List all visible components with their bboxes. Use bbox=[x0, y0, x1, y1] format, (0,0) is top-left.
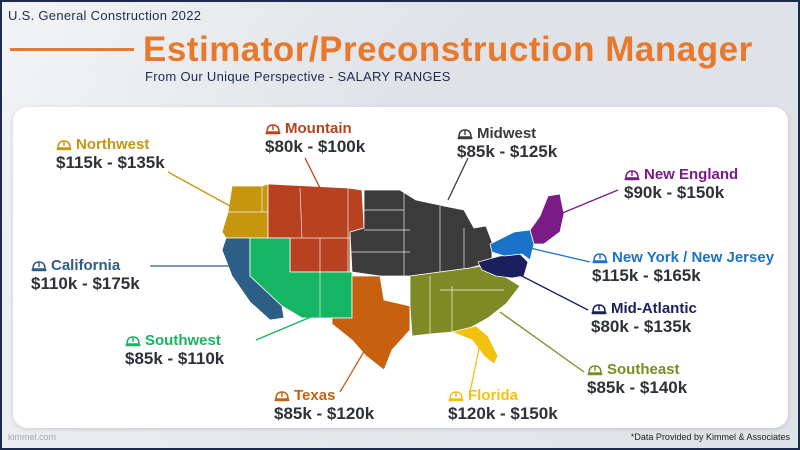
leader-midwest bbox=[447, 157, 469, 201]
region-new-york-new-jersey bbox=[489, 229, 535, 261]
leader-northwest bbox=[167, 171, 231, 207]
page-title: Estimator/Preconstruction Manager bbox=[143, 30, 753, 69]
label-texas: Texas $85k - $120k bbox=[274, 387, 374, 423]
region-name-midwest: Midwest bbox=[477, 125, 537, 142]
region-range-new-england: $90k - $150k bbox=[624, 183, 725, 202]
site-watermark: kimmel.com bbox=[8, 432, 57, 442]
region-new-england bbox=[529, 193, 565, 245]
hard-hat-icon bbox=[592, 251, 608, 264]
hard-hat-icon bbox=[448, 389, 464, 402]
title-rule bbox=[10, 48, 134, 51]
hard-hat-icon bbox=[274, 389, 290, 402]
region-range-new-york-new-jersey: $115k - $165k bbox=[592, 266, 701, 285]
region-range-southeast: $85k - $140k bbox=[587, 378, 688, 397]
label-southeast: Southeast $85k - $140k bbox=[587, 361, 687, 397]
region-range-florida: $120k - $150k bbox=[448, 404, 558, 423]
region-texas bbox=[331, 275, 411, 371]
region-northwest bbox=[221, 183, 269, 239]
hard-hat-icon bbox=[125, 334, 141, 347]
label-mountain: Mountain $80k - $100k bbox=[265, 120, 365, 156]
leader-new-york-new-jersey bbox=[529, 247, 591, 263]
region-range-california: $110k - $175k bbox=[31, 274, 140, 293]
label-northwest: Northwest $115k - $135k bbox=[56, 136, 165, 172]
leader-new-england bbox=[559, 189, 619, 215]
region-midwest bbox=[349, 189, 493, 277]
region-name-california: California bbox=[51, 257, 121, 274]
region-range-mid-atlantic: $80k - $135k bbox=[591, 317, 692, 336]
region-name-mid-atlantic: Mid-Atlantic bbox=[611, 300, 697, 317]
leader-southeast bbox=[499, 311, 585, 373]
hard-hat-icon bbox=[56, 138, 72, 151]
region-name-mountain: Mountain bbox=[285, 120, 352, 137]
label-southwest: Southwest $85k - $110k bbox=[125, 332, 224, 368]
leader-southwest bbox=[255, 313, 319, 341]
region-name-southwest: Southwest bbox=[145, 332, 221, 349]
label-florida: Florida $120k - $150k bbox=[448, 387, 558, 423]
region-name-new-england: New England bbox=[644, 166, 739, 183]
leader-texas bbox=[339, 337, 373, 393]
region-name-northwest: Northwest bbox=[76, 136, 150, 153]
region-name-florida: Florida bbox=[468, 387, 519, 404]
hard-hat-icon bbox=[265, 122, 281, 135]
hard-hat-icon bbox=[587, 363, 603, 376]
leader-mountain bbox=[304, 157, 321, 189]
region-florida bbox=[451, 325, 499, 365]
region-name-texas: Texas bbox=[294, 387, 336, 404]
label-mid-atlantic: Mid-Atlantic $80k - $135k bbox=[591, 300, 697, 336]
region-name-southeast: Southeast bbox=[607, 361, 680, 378]
region-range-texas: $85k - $120k bbox=[274, 404, 375, 423]
region-range-northwest: $115k - $135k bbox=[56, 153, 165, 172]
leader-mid-atlantic bbox=[513, 271, 589, 311]
label-new-england: New England $90k - $150k bbox=[624, 166, 738, 202]
hard-hat-icon bbox=[31, 259, 47, 272]
leader-florida bbox=[469, 343, 481, 393]
label-california: California $110k - $175k bbox=[31, 257, 140, 293]
region-range-midwest: $85k - $125k bbox=[457, 142, 558, 161]
label-midwest: Midwest $85k - $125k bbox=[457, 125, 557, 161]
region-range-southwest: $85k - $110k bbox=[125, 349, 225, 368]
hard-hat-icon bbox=[624, 168, 640, 181]
report-label: U.S. General Construction 2022 bbox=[8, 8, 202, 23]
region-southeast bbox=[409, 263, 521, 337]
data-credit: *Data Provided by Kimmel & Associates bbox=[630, 432, 790, 442]
hard-hat-icon bbox=[591, 302, 607, 315]
region-range-mountain: $80k - $100k bbox=[265, 137, 366, 156]
page-subtitle: From Our Unique Perspective - SALARY RAN… bbox=[145, 69, 451, 84]
label-new-york-new-jersey: New York / New Jersey $115k - $165k bbox=[592, 249, 774, 285]
region-name-new-york-new-jersey: New York / New Jersey bbox=[612, 249, 775, 266]
hard-hat-icon bbox=[457, 127, 473, 140]
